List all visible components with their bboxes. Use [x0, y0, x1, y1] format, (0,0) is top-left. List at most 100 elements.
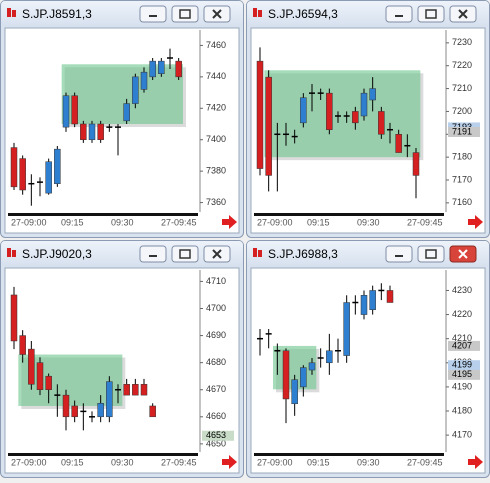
x-tick-label: 09:30 [111, 217, 134, 227]
y-tick-label: 7200 [452, 106, 472, 116]
y-tick-label: 7180 [452, 152, 472, 162]
chart-window: S.JP.J8591,3 7360 7380 7400 7420 7440 7460 27-0… [0, 0, 244, 238]
y-tick-label: 4700 [206, 303, 226, 313]
y-tick-label: 7170 [452, 174, 472, 184]
window-title: S.JP.J6988,3 [268, 247, 338, 261]
x-tick-label: 27-09:00 [257, 457, 293, 467]
y-tick-label: 4650 [206, 438, 226, 448]
candle-body [80, 123, 87, 140]
icon [258, 10, 262, 17]
candle-body [62, 95, 70, 128]
time-axis [254, 453, 444, 456]
glyph [149, 255, 157, 257]
candle-body [352, 111, 359, 124]
glyph [212, 9, 222, 19]
chart-window: S.JP.J9020,3 4650 4660 4670 4680 4690 4700 4710… [0, 240, 244, 478]
y-tick-label: 4190 [452, 381, 472, 391]
price-mark-label: 4199 [452, 360, 472, 370]
price-mark-label: 4195 [452, 369, 472, 379]
candle-body [149, 405, 156, 418]
x-tick-label: 09:15 [307, 457, 330, 467]
candle-body [175, 60, 182, 78]
y-tick-label: 4220 [452, 309, 472, 319]
glyph [425, 9, 437, 19]
y-tick-label: 4210 [452, 333, 472, 343]
candle-body [300, 97, 307, 124]
y-tick-label: 4710 [206, 276, 226, 286]
zone [61, 64, 183, 124]
price-mark [448, 340, 480, 351]
y-tick-label: 4180 [452, 405, 472, 415]
candle-body [326, 92, 333, 130]
icon [7, 248, 11, 257]
candle-body [140, 384, 148, 396]
button-max[interactable] [417, 5, 445, 23]
candle-body [97, 123, 104, 140]
y-tick-label: 7360 [206, 197, 226, 207]
button-max[interactable] [171, 5, 199, 23]
time-axis [254, 213, 444, 216]
window-frame: S.JP.J6594,37160717071807190720072107220… [246, 0, 490, 238]
y-tick-label: 7160 [452, 197, 472, 207]
glyph [149, 15, 157, 17]
y-tick-label: 7380 [206, 166, 226, 176]
button-max[interactable] [417, 245, 445, 263]
zone [264, 70, 421, 158]
glyph [179, 249, 191, 259]
button-min[interactable] [139, 5, 167, 23]
button-min[interactable] [139, 245, 167, 263]
x-tick-label: 27-09:00 [11, 457, 47, 467]
y-tick-label: 7440 [206, 71, 226, 81]
candle-body [282, 350, 290, 400]
window-title: S.JP.J6594,3 [268, 7, 338, 21]
zone [18, 354, 123, 406]
chart-window: S.JP.J6594,37160717071807190720072107220… [246, 0, 490, 238]
icon [12, 250, 16, 257]
chart-bg [4, 27, 240, 234]
candle-body [88, 123, 96, 140]
y-tick-label: 7460 [206, 40, 226, 50]
x-tick-label: 27-09:00 [257, 217, 293, 227]
candle-body [360, 295, 368, 315]
candle-body [97, 403, 104, 418]
candle-body [123, 103, 130, 122]
candle-body [132, 384, 139, 396]
window-title: S.JP.J9020,3 [22, 247, 92, 261]
scroll-arrow[interactable] [468, 455, 483, 469]
scroll-arrow[interactable] [222, 455, 237, 469]
scroll-arrow[interactable] [468, 215, 483, 229]
glyph [395, 15, 403, 17]
candle-body [395, 134, 402, 153]
chart-window: S.JP.J6988,34170418041904200421042204230… [246, 240, 490, 478]
candle-body [265, 76, 272, 176]
x-tick-label: 09:30 [357, 457, 380, 467]
scroll-arrow[interactable] [222, 215, 237, 229]
candle-body [360, 92, 368, 117]
y-tick-label: 7210 [452, 83, 472, 93]
price-mark [202, 430, 234, 441]
candle-body [140, 71, 148, 90]
x-tick-label: 27-09:45 [407, 217, 443, 227]
time-axis [8, 453, 198, 456]
candle-body [308, 362, 316, 371]
button-min[interactable] [385, 245, 413, 263]
price-mark-label: 7191 [452, 126, 472, 136]
candle-body [158, 60, 165, 74]
x-tick-label: 09:30 [357, 217, 380, 227]
button-max[interactable] [171, 245, 199, 263]
candle-body [10, 147, 18, 188]
x-tick-label: 09:15 [61, 217, 84, 227]
y-tick-label: 7400 [206, 134, 226, 144]
button-min[interactable] [385, 5, 413, 23]
window-title: S.JP.J8591,3 [22, 7, 92, 21]
price-mark-label: 7193 [452, 122, 472, 132]
y-tick-label: 4660 [206, 411, 226, 421]
icon [7, 8, 11, 17]
candle-body [291, 379, 298, 405]
candle-body [45, 161, 52, 194]
candle-body [326, 350, 333, 364]
y-tick-label: 4230 [452, 285, 472, 295]
candle-body [19, 158, 26, 191]
icon [253, 8, 257, 17]
